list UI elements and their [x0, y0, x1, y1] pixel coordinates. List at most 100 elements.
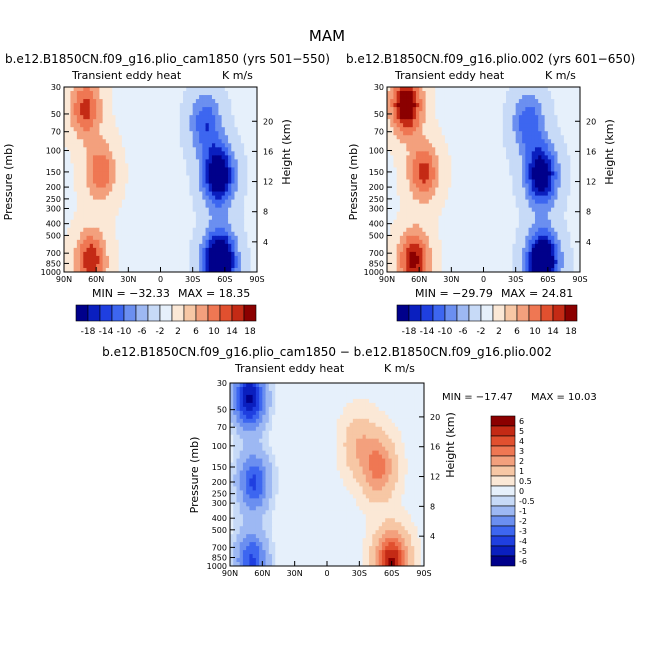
heatmap-cell [499, 159, 504, 164]
heatmap-cell [102, 191, 107, 196]
heatmap-cell [493, 163, 497, 168]
heatmap-cell [483, 87, 488, 92]
heatmap-cell [409, 227, 414, 233]
heatmap-cell [428, 143, 433, 148]
heatmap-cell [396, 167, 401, 172]
heatmap-cell [237, 143, 242, 148]
heatmap-cell [444, 159, 449, 164]
heatmap-cell [573, 187, 578, 192]
heatmap-cell [477, 171, 481, 176]
heatmap-cell [525, 155, 529, 160]
heatmap-cell [231, 235, 235, 241]
heatmap-cell [192, 183, 197, 188]
heatmap-cell [412, 199, 417, 205]
heatmap-cell [99, 243, 103, 249]
heatmap-cell [486, 211, 491, 217]
heatmap-cell [89, 267, 94, 273]
heatmap-cell [163, 175, 168, 180]
heatmap-cell [428, 203, 433, 209]
heatmap-cell [176, 223, 181, 229]
heatmap-cell [234, 103, 239, 108]
heatmap-cell [483, 95, 488, 100]
heatmap-cell [460, 103, 465, 108]
heatmap-cell [406, 183, 410, 188]
heatmap-cell [195, 267, 200, 273]
heatmap-cell [160, 247, 165, 253]
heatmap-cell [518, 111, 523, 116]
heatmap-cell [64, 243, 68, 249]
heatmap-cell [215, 183, 219, 188]
heatmap-cell [419, 215, 423, 221]
heatmap-cell [573, 211, 578, 217]
heatmap-cell [444, 227, 449, 233]
heatmap-cell [105, 119, 110, 124]
heatmap-cell [144, 199, 149, 205]
heatmap-cell [147, 163, 152, 168]
heatmap-cell [189, 243, 194, 249]
heatmap-cell [189, 131, 194, 136]
heatmap-cell [67, 159, 71, 164]
heatmap-cell [480, 95, 484, 100]
heatmap-cell [228, 219, 232, 225]
heatmap-cell [253, 87, 258, 92]
heatmap-cell [477, 183, 481, 188]
heatmap-cell [121, 235, 126, 241]
heatmap-cell [202, 95, 206, 100]
heatmap-cell [250, 115, 255, 120]
heatmap-cell [105, 211, 110, 217]
heatmap-cell [176, 187, 181, 192]
heatmap-cell [483, 135, 488, 140]
heatmap-cell [195, 247, 200, 253]
heatmap-cell [208, 171, 213, 176]
heatmap-cell [218, 115, 223, 120]
heatmap-cell [112, 115, 116, 120]
heatmap-cell [195, 135, 200, 140]
heatmap-cell [551, 103, 555, 108]
heatmap-cell [528, 99, 533, 104]
heatmap-cell [473, 111, 478, 116]
heatmap-cell [244, 123, 248, 128]
heatmap-cell [509, 119, 513, 124]
heatmap-cell [86, 95, 91, 100]
heatmap-cell [231, 227, 235, 233]
heatmap-cell [403, 143, 407, 148]
heatmap-cell [483, 147, 488, 152]
heatmap-cell [163, 235, 168, 241]
heatmap-cell [544, 175, 549, 180]
heatmap-cell [502, 119, 507, 124]
heatmap-cell [83, 175, 87, 180]
heatmap-cell [189, 215, 194, 221]
heatmap-cell [118, 211, 123, 217]
heatmap-cell [515, 131, 520, 136]
heatmap-cell [399, 131, 404, 136]
heatmap-cell [515, 99, 520, 104]
heatmap-cell [412, 195, 417, 201]
heatmap-cell [228, 111, 232, 116]
heatmap-cell [576, 163, 581, 168]
heatmap-cell [454, 179, 459, 184]
heatmap-cell [518, 187, 523, 192]
heatmap-cell [415, 107, 420, 112]
heatmap-cell [192, 219, 197, 225]
heatmap-cell [538, 99, 542, 104]
heatmap-cell [73, 243, 78, 249]
heatmap-cell [166, 223, 171, 229]
heatmap-cell [502, 227, 507, 233]
heatmap-cell [109, 219, 113, 225]
heatmap-cell [509, 155, 513, 160]
heatmap-cell [486, 171, 491, 176]
heatmap-cell [506, 123, 510, 128]
heatmap-cell [551, 151, 555, 156]
heatmap-cell [202, 159, 206, 164]
heatmap-cell [154, 87, 158, 92]
heatmap-cell [422, 127, 426, 132]
heatmap-cell [419, 179, 423, 184]
heatmap-cell [150, 251, 155, 257]
heatmap-cell [425, 203, 430, 209]
heatmap-cell [179, 99, 184, 104]
heatmap-cell [506, 155, 510, 160]
heatmap-cell [128, 259, 132, 265]
heatmap-cell [202, 223, 206, 229]
heatmap-cell [560, 187, 565, 192]
heatmap-cell [221, 103, 226, 108]
